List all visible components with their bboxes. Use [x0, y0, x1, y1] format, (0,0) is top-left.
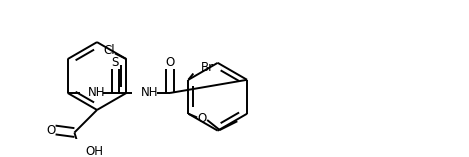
Text: NH: NH	[141, 87, 158, 100]
Text: O: O	[197, 112, 207, 125]
Text: OH: OH	[86, 145, 104, 157]
Text: Br: Br	[201, 61, 214, 74]
Text: Cl: Cl	[103, 44, 114, 57]
Text: O: O	[46, 124, 55, 137]
Text: NH: NH	[88, 87, 105, 100]
Text: S: S	[112, 56, 119, 69]
Text: O: O	[166, 56, 174, 69]
